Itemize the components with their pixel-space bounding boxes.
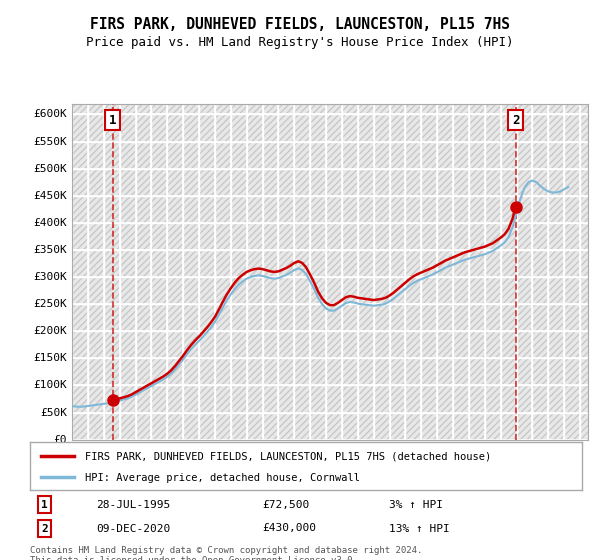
Text: £72,500: £72,500 — [262, 500, 309, 510]
Text: 1: 1 — [41, 500, 48, 510]
Text: HPI: Average price, detached house, Cornwall: HPI: Average price, detached house, Corn… — [85, 473, 360, 483]
Text: FIRS PARK, DUNHEVED FIELDS, LAUNCESTON, PL15 7HS (detached house): FIRS PARK, DUNHEVED FIELDS, LAUNCESTON, … — [85, 452, 491, 461]
Text: Price paid vs. HM Land Registry's House Price Index (HPI): Price paid vs. HM Land Registry's House … — [86, 36, 514, 49]
Text: £200K: £200K — [33, 326, 67, 336]
Text: £300K: £300K — [33, 272, 67, 282]
Text: £350K: £350K — [33, 245, 67, 255]
Text: FIRS PARK, DUNHEVED FIELDS, LAUNCESTON, PL15 7HS: FIRS PARK, DUNHEVED FIELDS, LAUNCESTON, … — [90, 17, 510, 32]
Text: 2: 2 — [41, 524, 48, 534]
Text: 28-JUL-1995: 28-JUL-1995 — [96, 500, 170, 510]
Text: 3% ↑ HPI: 3% ↑ HPI — [389, 500, 443, 510]
Text: £430,000: £430,000 — [262, 524, 316, 534]
Text: £150K: £150K — [33, 353, 67, 363]
Text: 2: 2 — [512, 114, 520, 127]
Text: £450K: £450K — [33, 191, 67, 200]
Text: £0: £0 — [53, 435, 67, 445]
Text: 13% ↑ HPI: 13% ↑ HPI — [389, 524, 449, 534]
Text: £50K: £50K — [40, 408, 67, 418]
Text: £250K: £250K — [33, 299, 67, 309]
Text: 1: 1 — [109, 114, 117, 127]
Text: £100K: £100K — [33, 380, 67, 390]
Text: 09-DEC-2020: 09-DEC-2020 — [96, 524, 170, 534]
Text: £500K: £500K — [33, 164, 67, 174]
Text: £400K: £400K — [33, 218, 67, 228]
Text: £550K: £550K — [33, 137, 67, 147]
Text: Contains HM Land Registry data © Crown copyright and database right 2024.
This d: Contains HM Land Registry data © Crown c… — [30, 546, 422, 560]
Text: £600K: £600K — [33, 109, 67, 119]
